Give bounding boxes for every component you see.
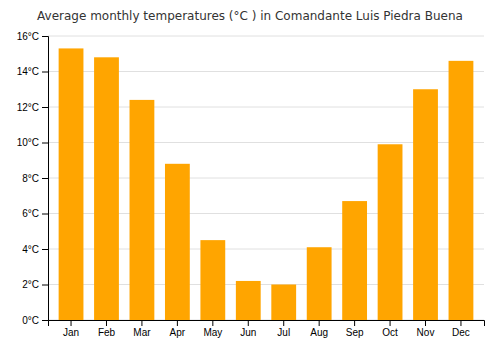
tick: Jul [277, 320, 290, 338]
tick-label: Jan [63, 327, 79, 338]
tick-mark [425, 320, 426, 326]
tick: Dec [452, 320, 470, 338]
tick-mark [354, 320, 355, 326]
tick-label: 10°C [17, 137, 39, 148]
x-axis: Jan Feb Mar Apr May Jun Jul Aug Sep Oct Nov Dec [49, 320, 485, 338]
tick-label: 6°C [22, 208, 39, 219]
tick-mark [177, 320, 178, 326]
tick-mark [42, 178, 48, 179]
tick: 10°C [17, 137, 48, 148]
bar [200, 240, 225, 320]
tick: Feb [98, 320, 116, 338]
tick: 12°C [17, 102, 48, 113]
tick: Mar [133, 320, 151, 338]
tick-mark [42, 249, 48, 250]
tick-label: 16°C [17, 31, 39, 42]
tick: Jan [63, 320, 79, 338]
tick-mark [42, 36, 48, 37]
tick-label: Jul [277, 327, 290, 338]
tick-label: 8°C [22, 173, 39, 184]
tick-mark [106, 320, 107, 326]
tick: Nov [417, 320, 435, 338]
bar [307, 247, 332, 320]
bar [271, 285, 296, 321]
tick-mark [71, 320, 72, 326]
tick: Apr [170, 320, 186, 338]
tick: 16°C [17, 31, 48, 42]
tick: 2°C [22, 279, 48, 290]
tick-mark [212, 320, 213, 326]
tick-label: Apr [170, 327, 186, 338]
tick-mark [42, 320, 48, 321]
bar [130, 100, 155, 320]
title: Average monthly temperatures (°C ) in Co… [37, 9, 463, 23]
tick-label: Oct [382, 327, 398, 338]
bar [59, 48, 84, 320]
tick-mark [283, 320, 284, 326]
bar [94, 57, 119, 320]
tick: 6°C [22, 208, 48, 219]
tick: 0°C [22, 315, 48, 326]
tick-mark [42, 107, 48, 108]
tick-label: May [203, 327, 222, 338]
tick-label: Jun [240, 327, 256, 338]
tick-label: Feb [98, 327, 116, 338]
tick-label: Nov [417, 327, 435, 338]
tick-mark [42, 72, 48, 73]
tick: Jun [240, 320, 256, 338]
tick: 14°C [17, 66, 48, 77]
tick: May [203, 320, 222, 338]
tick-label: 0°C [22, 315, 39, 326]
tick-mark [248, 320, 249, 326]
tick-label: Aug [310, 327, 328, 338]
tick-label: 14°C [17, 66, 39, 77]
tick-label: 12°C [17, 102, 39, 113]
tick-label: 2°C [22, 279, 39, 290]
plot: Jan Feb Mar Apr May Jun Jul Aug Sep Oct Nov Dec 0°C 2… [17, 31, 485, 338]
tick: 8°C [22, 173, 48, 184]
tick-mark [42, 143, 48, 144]
bar [378, 144, 403, 320]
bar [413, 89, 438, 320]
grid-line [48, 36, 484, 37]
tick-mark [42, 214, 48, 215]
axis-line [49, 321, 485, 327]
tick-mark [141, 320, 142, 326]
y-axis: 0°C 2°C 4°C 6°C 8°C 10°C 12°C 14°C 16°C [17, 31, 49, 326]
tick-mark [460, 320, 461, 326]
tick: 4°C [22, 244, 48, 255]
grid [48, 36, 484, 320]
tick: Aug [310, 320, 328, 338]
bar [236, 281, 261, 320]
bars [59, 48, 474, 320]
tick-label: Mar [133, 327, 151, 338]
tick-label: 4°C [22, 244, 39, 255]
tick: Oct [382, 320, 398, 338]
tick-label: Sep [346, 327, 364, 338]
tick-mark [390, 320, 391, 326]
tick: Sep [346, 320, 364, 338]
bar [449, 61, 474, 320]
tick-mark [319, 320, 320, 326]
bar [165, 164, 190, 320]
axis-line [42, 37, 49, 321]
chart: Jan Feb Mar Apr May Jun Jul Aug Sep Oct Nov Dec 0°C 2… [0, 0, 500, 350]
bar [342, 201, 367, 320]
tick-label: Dec [452, 327, 470, 338]
tick-mark [42, 285, 48, 286]
